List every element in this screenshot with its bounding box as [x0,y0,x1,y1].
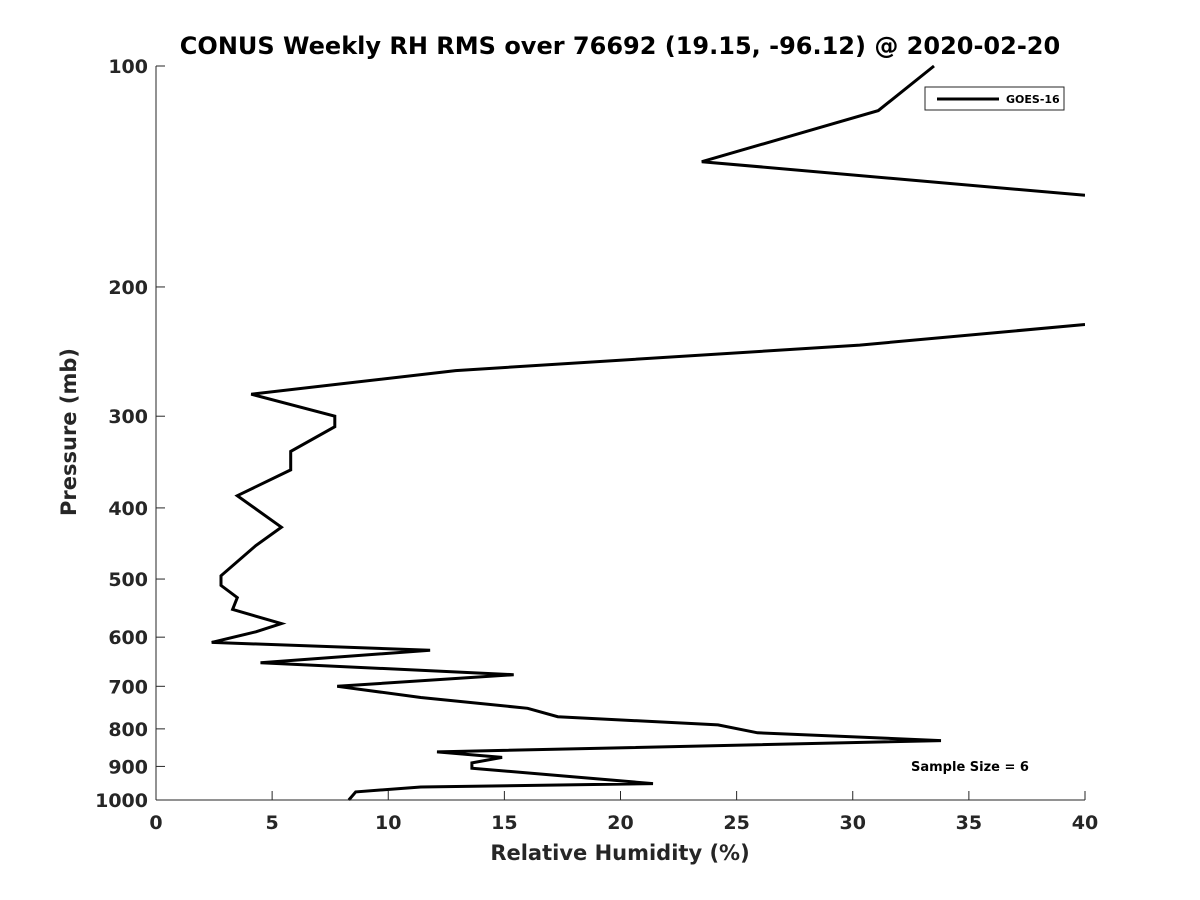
x-tick-label: 5 [266,812,279,834]
y-axis: 100 200 300 400 500 600 700 800 900 1000 [95,56,165,812]
y-tick-label: 300 [108,406,148,428]
x-tick-label: 20 [607,812,633,834]
x-tick-label: 30 [840,812,866,834]
y-tick-label: 100 [108,56,148,78]
sample-size-annotation: Sample Size = 6 [911,760,1029,775]
x-tick-label: 25 [723,812,749,834]
y-axis-label: Pressure (mb) [57,348,81,516]
x-tick-label: 15 [491,812,517,834]
y-tick-label: 800 [108,719,148,741]
y-tick-label: 600 [108,627,148,649]
chart-title: CONUS Weekly RH RMS over 76692 (19.15, -… [180,32,1060,60]
y-tick-label: 400 [108,498,148,520]
plot-area [211,64,1085,801]
y-tick-label: 1000 [95,790,148,812]
x-axis: 0 5 10 15 20 25 30 35 40 [149,791,1098,834]
x-tick-label: 35 [956,812,982,834]
y-tick-label: 200 [108,277,148,299]
x-tick-label: 10 [375,812,401,834]
y-tick-label: 900 [108,756,148,778]
legend-label-goes-16: GOES-16 [1006,93,1060,106]
y-tick-label: 700 [108,676,148,698]
series-line-goes-16 [211,64,1085,801]
legend: GOES-16 [924,86,1065,111]
y-tick-label: 500 [108,569,148,591]
x-axis-label: Relative Humidity (%) [490,841,749,865]
x-tick-label: 40 [1072,812,1098,834]
x-tick-label: 0 [149,812,162,834]
